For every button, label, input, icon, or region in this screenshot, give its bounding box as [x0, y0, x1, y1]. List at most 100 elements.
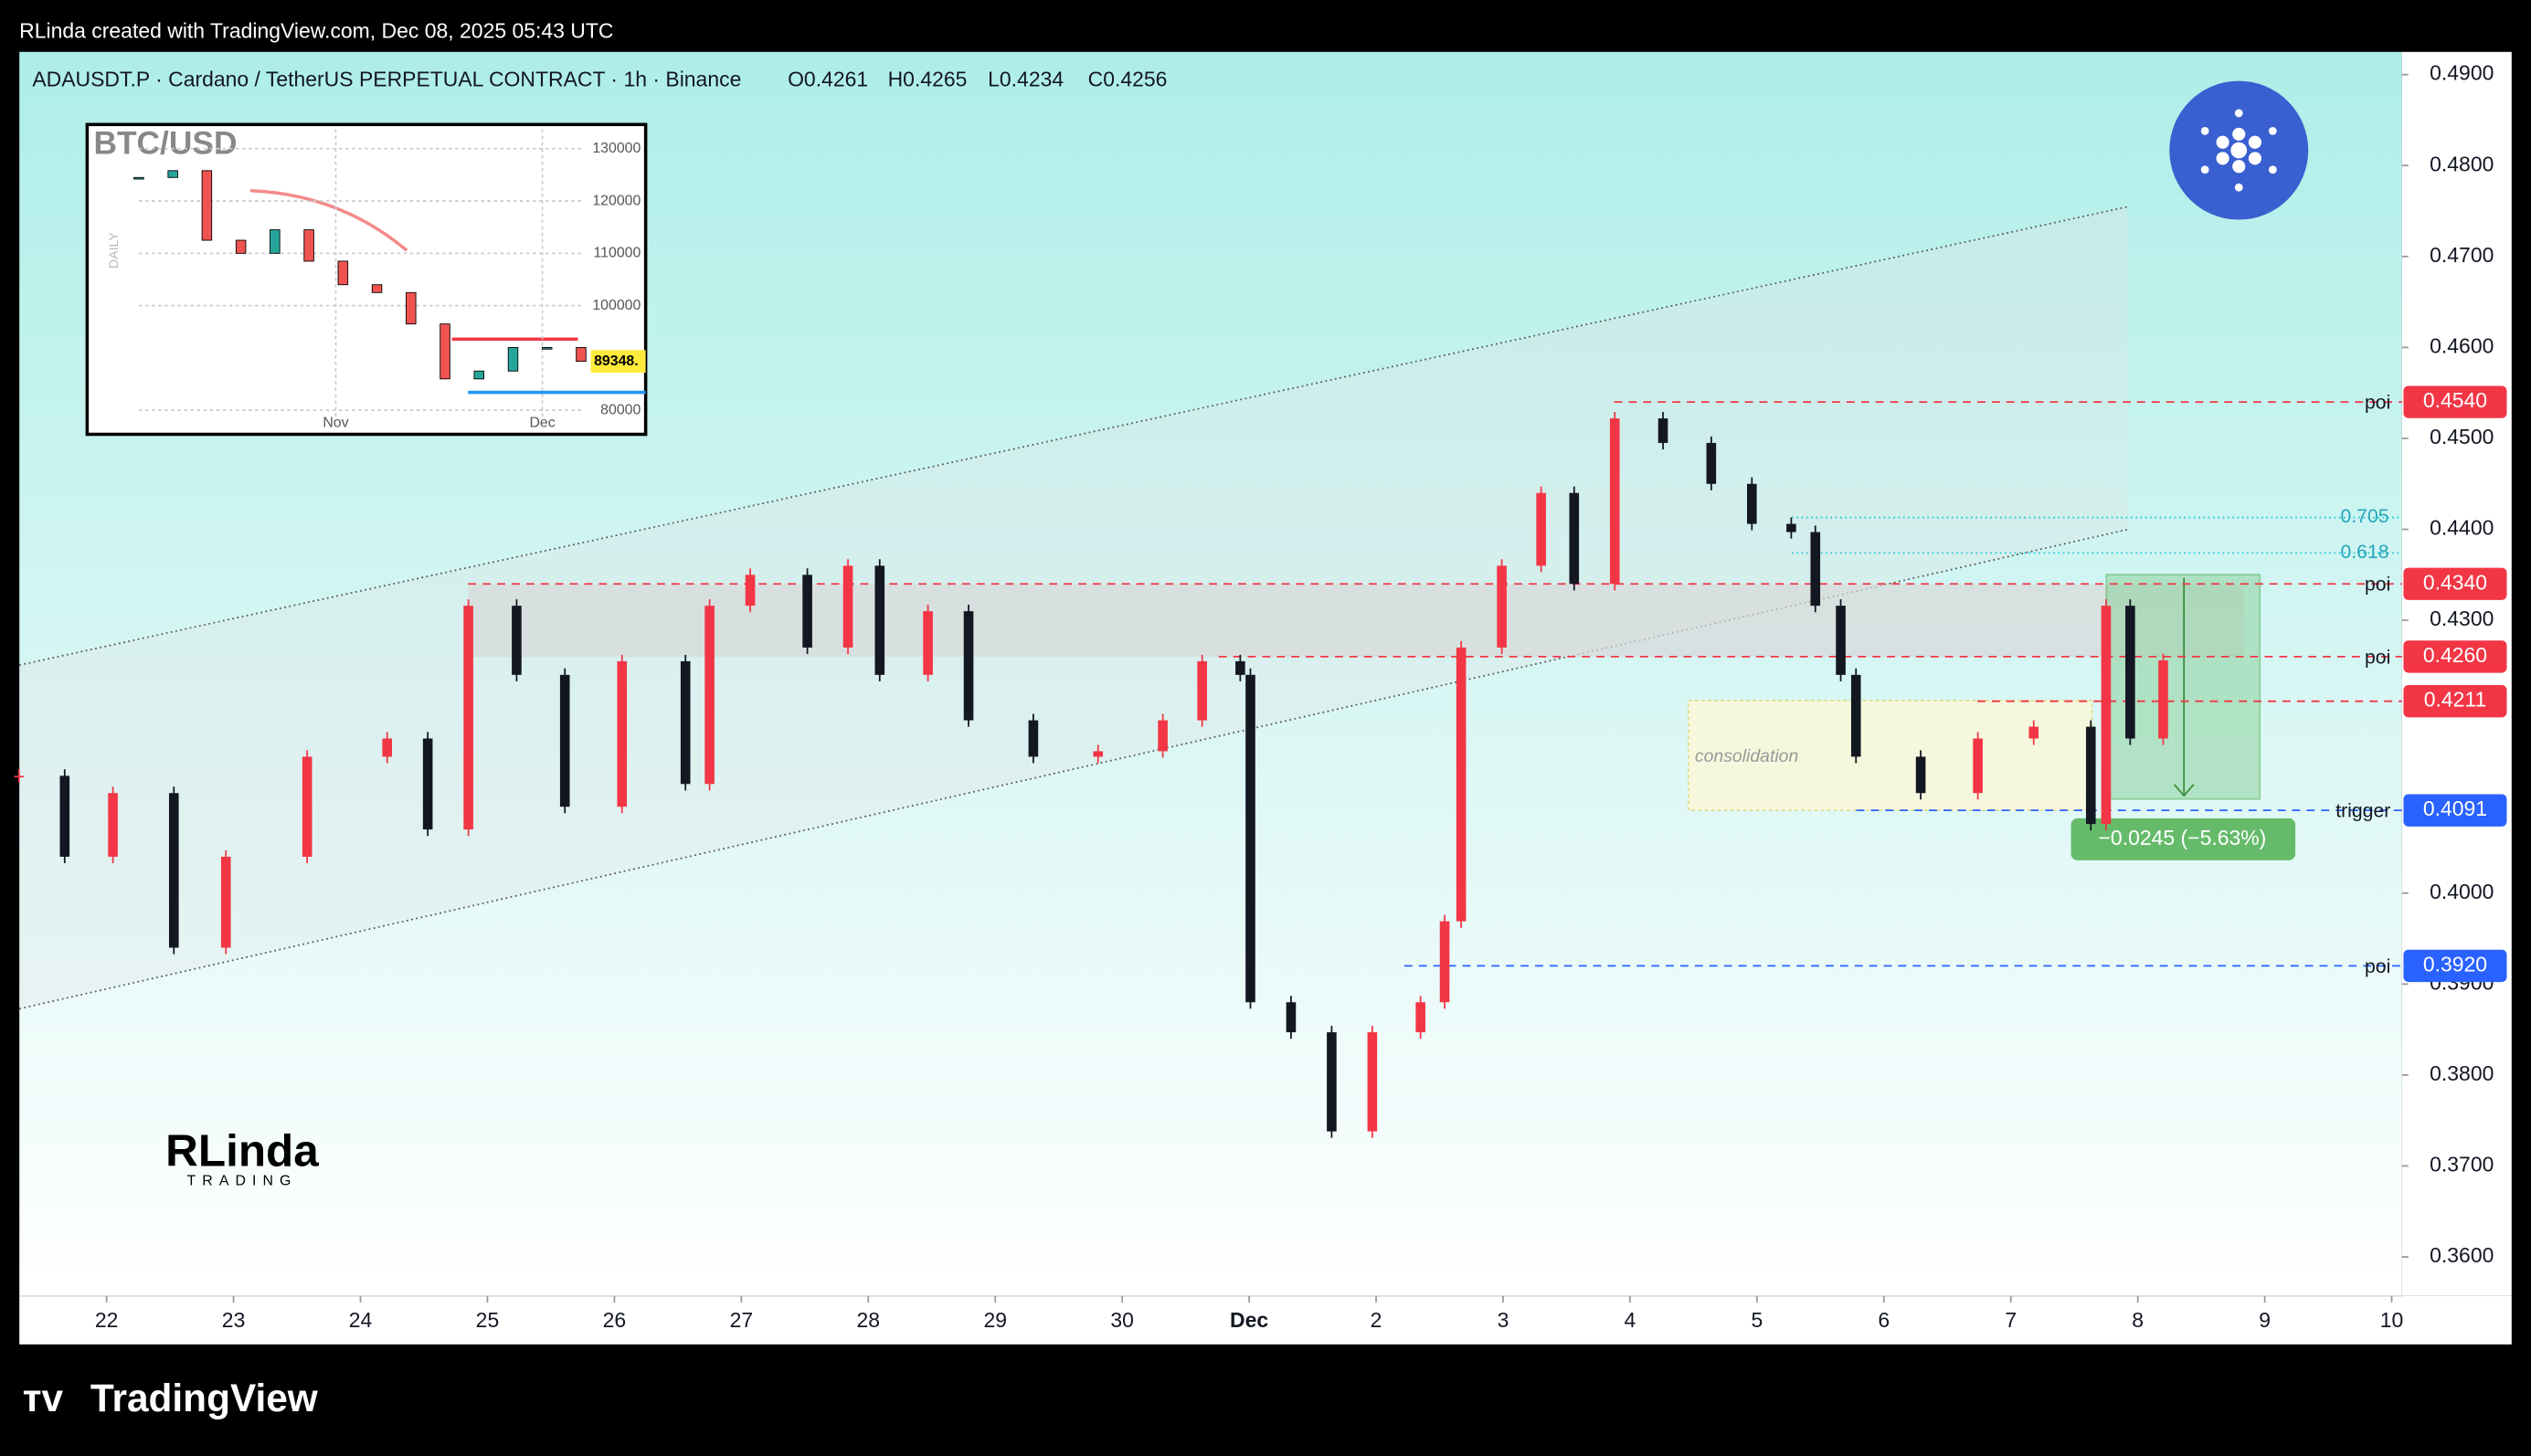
candle [1235, 660, 1245, 675]
candle [680, 660, 691, 785]
candle [923, 611, 933, 675]
price-label: 0.4091 [2423, 797, 2487, 820]
measure-label: −0.0245 (−5.63%) [2099, 826, 2267, 849]
x-tick-label: 24 [349, 1308, 373, 1332]
level-tag: poi [2365, 575, 2390, 596]
x-tick-label: 26 [603, 1308, 627, 1332]
level-tag: poi [2365, 647, 2390, 668]
candle [617, 660, 628, 807]
candle [2125, 606, 2135, 739]
candle [463, 606, 473, 830]
inset-tick-label: 110000 [594, 246, 641, 261]
ohlc-value: C0.4256 [1088, 68, 1168, 91]
candle [2028, 726, 2039, 739]
candle [1706, 442, 1717, 484]
price-axis [2401, 51, 2512, 1296]
x-tick-label: 30 [1110, 1308, 1134, 1332]
measure-pill [2070, 818, 2296, 860]
level-tag: poi [2365, 956, 2390, 977]
y-tick-label: 0.4700 [2430, 243, 2494, 267]
ohlc-value: L0.4234 [988, 68, 1064, 91]
candle [842, 565, 853, 648]
x-tick-label: 9 [2259, 1308, 2271, 1332]
candle [382, 738, 393, 757]
price-label-bg [2403, 949, 2507, 983]
price-label-bg [2403, 640, 2507, 673]
x-tick-label: 25 [476, 1308, 500, 1332]
footer-logo: ᴛᴠ [23, 1377, 64, 1419]
inset-candle [473, 370, 485, 380]
candle [302, 756, 312, 857]
candle [1327, 1032, 1337, 1132]
candle [1850, 674, 1861, 757]
x-tick-label: 29 [983, 1308, 1007, 1332]
x-tick-label: 10 [2380, 1308, 2404, 1332]
x-tick-label: Dec [1230, 1308, 1268, 1332]
candle [1158, 720, 1168, 752]
inset-arrow [249, 188, 408, 252]
candle [1836, 606, 1846, 675]
symbol-title: ADAUSDT.P · Cardano / TetherUS PERPETUAL… [32, 68, 741, 91]
x-tick-label: 5 [1751, 1308, 1763, 1332]
inset-candle [235, 239, 247, 254]
price-label-bg [2403, 567, 2507, 600]
candle [1415, 1002, 1425, 1033]
price-label-bg [2403, 685, 2507, 718]
inset-x-label: Nov [323, 415, 348, 430]
inset-candle [541, 347, 553, 350]
price-label-bg [2403, 794, 2507, 827]
candle [559, 674, 570, 807]
measure-arrowhead [2173, 784, 2195, 797]
x-tick-label: 28 [857, 1308, 881, 1332]
candle [108, 793, 118, 857]
y-tick-label: 0.4000 [2430, 880, 2494, 903]
consolidation-label: consolidation [1695, 746, 1798, 766]
price-label: 0.4540 [2423, 388, 2487, 412]
candle [1810, 532, 1821, 607]
candle [2158, 659, 2168, 739]
candle [168, 793, 179, 948]
candle [1497, 565, 1507, 648]
candle [1456, 647, 1467, 922]
inset-candle [337, 260, 349, 286]
inset-tick-label: 120000 [592, 193, 641, 208]
price-label-bg [2403, 385, 2507, 418]
x-tick-label: 8 [2132, 1308, 2144, 1332]
inset-candle [507, 347, 519, 372]
inset-candle [406, 291, 417, 325]
candle [1915, 756, 1926, 794]
candle [1093, 751, 1104, 757]
level-tag: trigger [2335, 801, 2390, 822]
candle [704, 606, 715, 785]
candle [14, 775, 25, 778]
consolidation-box [1687, 700, 2093, 811]
x-tick-label: 7 [2005, 1308, 2017, 1332]
y-tick-label: 0.4400 [2430, 516, 2494, 540]
x-tick-label: 2 [1371, 1308, 1382, 1332]
x-tick-label: 27 [730, 1308, 754, 1332]
candle [963, 611, 974, 721]
candle [745, 575, 756, 607]
candle [1028, 720, 1039, 757]
candle [2101, 606, 2112, 825]
inset-candle [439, 323, 450, 380]
inset-frame [85, 122, 648, 437]
candle [1536, 492, 1546, 566]
candle [1197, 660, 1207, 721]
header-text: RLinda created with TradingView.com, Dec… [19, 19, 613, 43]
candle [1609, 418, 1620, 585]
candle [1286, 1002, 1297, 1033]
y-tick-label: 0.4900 [2430, 61, 2494, 85]
inset-candle [167, 170, 178, 178]
candle [1569, 492, 1580, 585]
candle [220, 856, 231, 948]
y-tick-label: 0.3600 [2430, 1243, 2494, 1267]
price-label: 0.4340 [2423, 570, 2487, 594]
inset-tick-label: 80000 [600, 402, 641, 417]
price-label: 0.3920 [2423, 952, 2487, 976]
x-tick-label: 23 [222, 1308, 246, 1332]
x-tick-label: 3 [1498, 1308, 1509, 1332]
candle [422, 738, 433, 830]
